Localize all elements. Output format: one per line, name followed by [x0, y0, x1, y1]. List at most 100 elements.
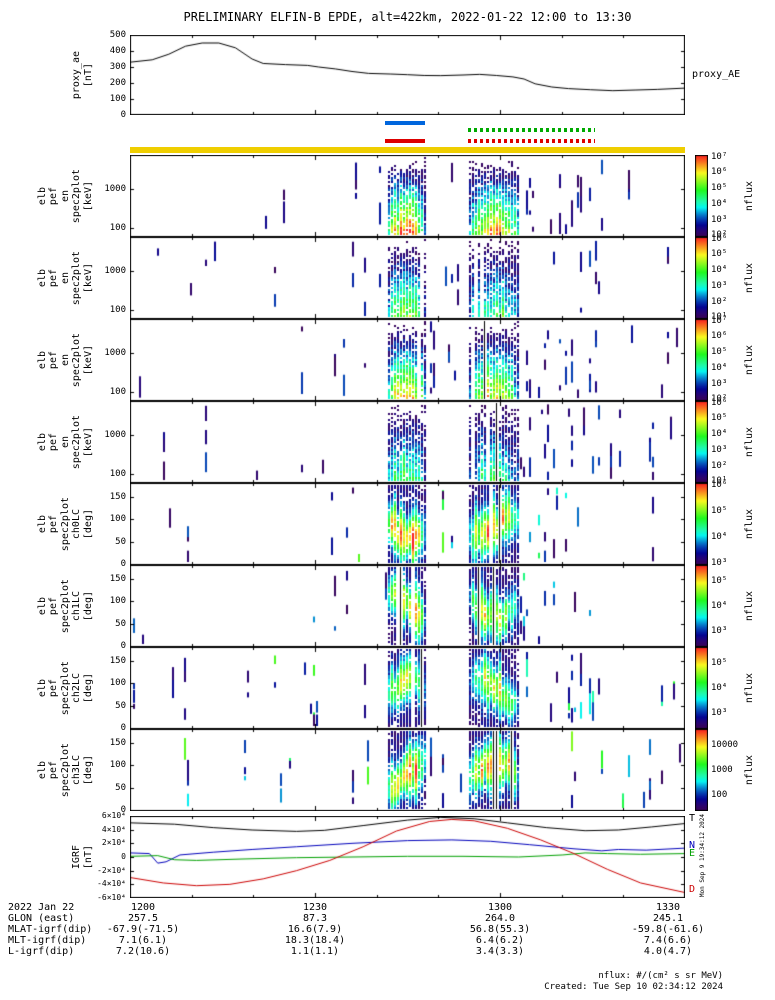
en_spec_a-colorbar-tick: 10⁵ [711, 183, 728, 194]
plot-timestamp-text: Mon Sep 9 19:34:12 2024 [699, 814, 706, 898]
proxy_ae-right-label: proxy_AE [692, 69, 741, 80]
en_spec_b-axis-word: pef [48, 268, 59, 288]
ch3lc-axis-title: elb pef spec2plot ch3LC [deg] [30, 729, 94, 811]
en_spec_c-colorbar-title: nflux [744, 319, 755, 401]
en_spec_b-colorbar-title: nflux [744, 237, 755, 319]
en_spec_b-colorbar-tick: 10² [711, 296, 728, 307]
ch1lc-colorbar-title: nflux [744, 565, 755, 647]
en_spec_b-colorbar [695, 237, 708, 319]
en_spec_b-plot-canvas [130, 237, 685, 319]
ephemeris-value: 18.3(18.4) [284, 935, 346, 946]
x-axis-date-label: 2022 Jan 22 [8, 902, 75, 913]
ephemeris-value: 87.3 [302, 913, 328, 924]
ephemeris-value: 3.4(3.3) [475, 946, 525, 957]
igrf-axis-title: IGRF [nT] [30, 816, 94, 898]
ephemeris-value: 264.0 [484, 913, 516, 924]
ch2lc-ytick-label: 50 [115, 701, 126, 712]
ch1lc-ytick-label: 100 [109, 596, 126, 607]
en_spec_c-colorbar-tick: 10⁷ [711, 315, 728, 326]
ch3lc-axis-word: spec2plot [59, 742, 71, 798]
science-zone-bar-red-solid [385, 139, 425, 143]
ch0lc-axis-word: ch0LC [71, 508, 82, 540]
plot-timestamp: Mon Sep 9 19:34:12 2024 [699, 814, 706, 898]
ch3lc-axis-word: pef [48, 760, 59, 780]
en_spec_a-colorbar-tick: 10⁷ [711, 151, 728, 162]
x-axis-tick-label: 1330 [655, 902, 681, 913]
en_spec_a-colorbar-tick: 10⁶ [711, 167, 728, 178]
ch3lc-colorbar-title-text: nflux [744, 754, 755, 786]
en_spec_a-axis-word: spec2plot [71, 168, 82, 224]
ch3lc-colorbar [695, 729, 708, 811]
proxy_ae-ytick-label: 400 [109, 46, 126, 56]
ephemeris-value: 4.0(4.7) [643, 946, 693, 957]
ch3lc-colorbar-title: nflux [744, 729, 755, 811]
en_spec_d-colorbar-title-text: nflux [744, 426, 755, 458]
units-note: nflux: #/(cm² s sr MeV) [598, 971, 723, 981]
ephemeris-value: 257.5 [127, 913, 159, 924]
en_spec_c-plot-canvas [130, 319, 685, 401]
en_spec_b-colorbar-tick: 10¹ [711, 312, 728, 323]
en_spec_a-colorbar-tick: 10² [711, 230, 728, 241]
ephemeris-value: 16.6(7.9) [287, 924, 343, 935]
proxy_ae-ytick-label: 200 [109, 78, 126, 88]
en_spec_a-axis-title: elb pef en spec2plot [keV] [30, 155, 94, 237]
igrf-ytick-label: 0 [121, 852, 126, 861]
en_spec_c-colorbar-tick: 10³ [711, 378, 728, 389]
proxy_ae-ytick-label: 0 [120, 110, 126, 120]
ch2lc-colorbar-title-text: nflux [744, 672, 755, 704]
en_spec_d-colorbar-tick: 10⁵ [711, 413, 728, 424]
igrf-ytick-label: 6×10⁴ [101, 811, 126, 820]
ch0lc-axis-word: [deg] [82, 508, 94, 540]
en_spec_c-axis-word: [keV] [82, 344, 94, 376]
ch1lc-colorbar-tick: 10⁴ [711, 601, 728, 611]
igrf-plot-canvas [130, 816, 685, 898]
ch2lc-ytick-label: 0 [120, 722, 126, 733]
igrf-component-label-D: D [689, 883, 696, 895]
ch3lc-ytick-label: 0 [120, 804, 126, 815]
ephemeris-value: -67.9(-71.5) [106, 924, 180, 935]
ch0lc-axis-word: elb [36, 514, 48, 534]
ch0lc-colorbar-title-text: nflux [744, 508, 755, 540]
ch2lc-colorbar-tick: 10³ [711, 707, 728, 718]
en_spec_a-ytick-label: 100 [109, 222, 126, 233]
ch0lc-ytick-label: 100 [109, 514, 126, 525]
en_spec_a-colorbar [695, 155, 708, 237]
en_spec_a-colorbar-title-text: nflux [744, 180, 755, 212]
ch3lc-colorbar-tick: 100 [711, 789, 728, 800]
en_spec_b-axis-word: [keV] [82, 262, 94, 294]
en_spec_b-axis-word: spec2plot [71, 250, 82, 306]
en_spec_c-ytick-label: 1000 [104, 347, 126, 358]
en_spec_a-ytick-label: 1000 [104, 183, 126, 194]
en_spec_a-axis-word: [keV] [82, 180, 94, 212]
igrf-ytick-label: 2×10⁴ [101, 838, 126, 848]
proxy_ae-ytick-label: 300 [109, 62, 126, 72]
ch1lc-ytick-label: 50 [115, 619, 126, 630]
ch0lc-colorbar-tick: 10⁶ [711, 479, 728, 490]
en_spec_b-colorbar-tick: 10⁴ [711, 265, 728, 276]
igrf-ytick-label: -2×10⁴ [97, 865, 126, 875]
ch3lc-colorbar-tick: 10000 [711, 740, 739, 751]
en_spec_c-ytick-label: 100 [109, 386, 126, 397]
igrf-axis-word: IGRF [71, 844, 82, 870]
created-note: Created: Tue Sep 10 02:34:12 2024 [544, 982, 723, 992]
igrf-ytick-label: -6×10⁴ [97, 893, 126, 902]
en_spec_d-colorbar-tick: 10⁶ [711, 397, 728, 408]
ch1lc-colorbar-tick: 10⁵ [711, 576, 728, 587]
proxy_ae-plot-canvas [130, 35, 685, 115]
ch0lc-colorbar-title: nflux [744, 483, 755, 565]
ephemeris-row-label: GLON (east) [8, 913, 75, 924]
ch0lc-plot-canvas [130, 483, 685, 565]
ch1lc-axis-word: [deg] [82, 590, 94, 622]
en_spec_b-axis-word: en [59, 271, 71, 285]
ch2lc-axis-word: elb [36, 678, 48, 698]
en_spec_c-colorbar-title-text: nflux [744, 344, 755, 376]
ch2lc-colorbar-title: nflux [744, 647, 755, 729]
en_spec_c-colorbar-tick: 10² [711, 394, 728, 405]
ch2lc-ytick-label: 100 [109, 678, 126, 689]
ephemeris-row-label: MLAT-igrf(dip) [8, 924, 93, 935]
en_spec_c-axis-word: spec2plot [71, 332, 82, 388]
en_spec_d-colorbar-tick: 10² [711, 460, 728, 471]
ch0lc-colorbar [695, 483, 708, 565]
igrf-component-label-E: E [689, 848, 696, 860]
en_spec_b-colorbar-title-text: nflux [744, 262, 755, 294]
